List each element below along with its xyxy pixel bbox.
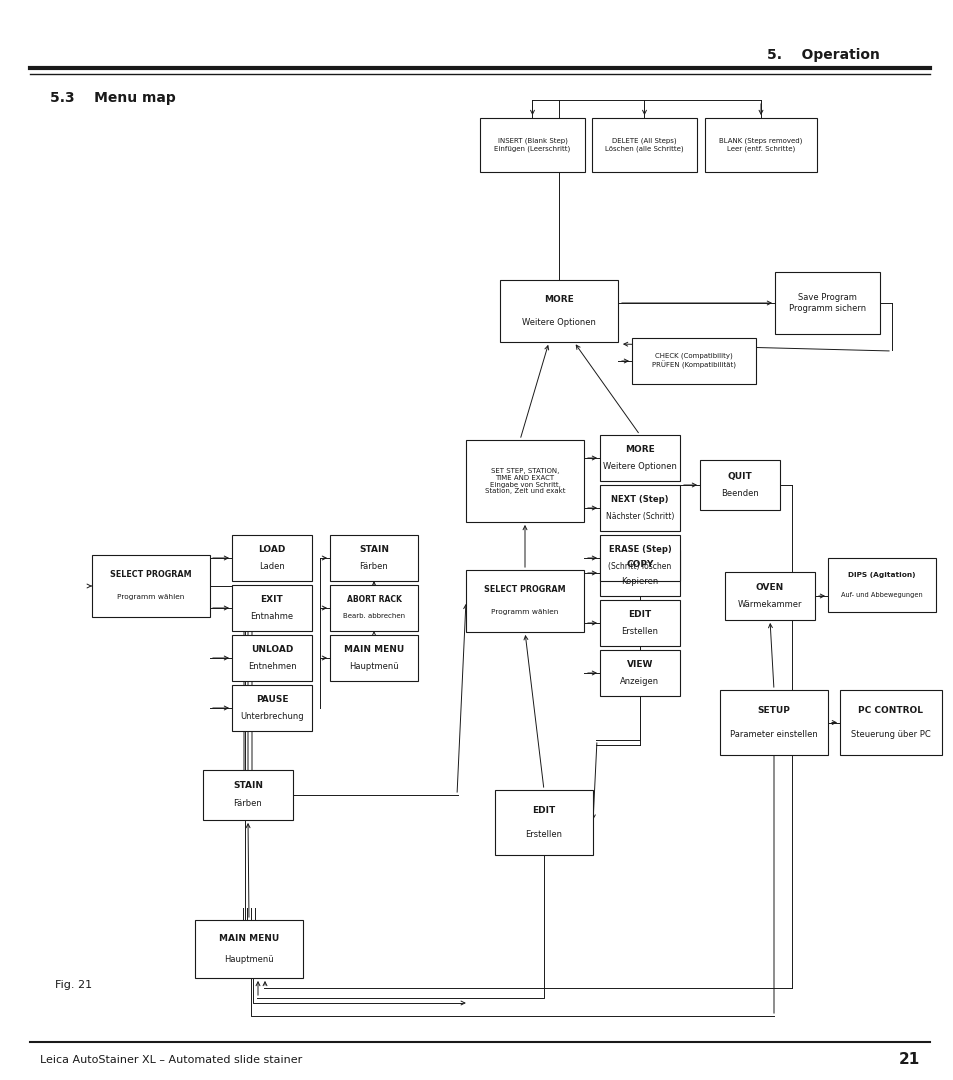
Bar (232, 585, 312, 631)
Text: Leica AutoStainer XL – Automated slide stainer: Leica AutoStainer XL – Automated slide s… (40, 1055, 302, 1065)
Text: Beenden: Beenden (720, 489, 758, 499)
Text: EDIT: EDIT (532, 807, 555, 815)
Text: ABORT RACK: ABORT RACK (346, 595, 401, 604)
Text: Fig. 21: Fig. 21 (55, 980, 92, 990)
Bar (599, 600, 679, 646)
Text: MORE: MORE (624, 445, 654, 455)
Bar (599, 535, 679, 581)
Text: VIEW: VIEW (626, 660, 653, 670)
Bar (495, 789, 593, 855)
Text: INSERT (Blank Step)
Einfügen (Leerschritt): INSERT (Blank Step) Einfügen (Leerschrit… (494, 138, 570, 152)
Text: Programm wählen: Programm wählen (491, 609, 558, 616)
Text: NEXT (Step): NEXT (Step) (611, 496, 668, 504)
Text: 21: 21 (898, 1053, 919, 1067)
Text: Laden: Laden (259, 562, 285, 570)
Bar (465, 440, 583, 522)
Text: SELECT PROGRAM: SELECT PROGRAM (111, 570, 192, 579)
Bar (724, 572, 814, 620)
Bar (232, 535, 312, 581)
Text: 5.3    Menu map: 5.3 Menu map (50, 91, 175, 105)
Bar (700, 460, 780, 510)
Text: Kopieren: Kopieren (620, 577, 658, 585)
Text: Nächster (Schritt): Nächster (Schritt) (605, 512, 674, 521)
Text: MAIN MENU: MAIN MENU (218, 934, 279, 943)
Bar (631, 338, 755, 384)
Text: ERASE (Step): ERASE (Step) (608, 545, 671, 554)
Bar (704, 118, 816, 172)
Text: Save Program
Programm sichern: Save Program Programm sichern (788, 294, 865, 313)
Text: DELETE (All Steps)
Löschen (alle Schritte): DELETE (All Steps) Löschen (alle Schritt… (604, 138, 683, 152)
Text: CHECK (Compatibility)
PRÜFEN (Kompatibilität): CHECK (Compatibility) PRÜFEN (Kompatibil… (651, 353, 735, 369)
Bar (91, 555, 210, 617)
Bar (330, 535, 417, 581)
Text: Unterbrechung: Unterbrechung (240, 712, 303, 720)
Text: SETUP: SETUP (757, 706, 790, 715)
Bar (599, 650, 679, 696)
Text: Bearb. abbrechen: Bearb. abbrechen (342, 613, 405, 619)
Text: DIPS (Agitation): DIPS (Agitation) (847, 572, 915, 578)
Bar (232, 635, 312, 681)
Text: PC CONTROL: PC CONTROL (858, 706, 923, 715)
Text: Steuerung über PC: Steuerung über PC (850, 730, 930, 739)
Text: MORE: MORE (543, 295, 574, 305)
Text: COPY: COPY (626, 561, 653, 569)
Bar (599, 435, 679, 481)
Text: Entnahme: Entnahme (251, 611, 294, 621)
Text: Erstellen: Erstellen (525, 829, 562, 839)
Text: 5.    Operation: 5. Operation (766, 48, 879, 62)
Text: STAIN: STAIN (358, 545, 389, 554)
Text: Färben: Färben (233, 799, 262, 809)
Text: Wärmekammer: Wärmekammer (737, 600, 801, 609)
Text: Entnehmen: Entnehmen (248, 662, 296, 671)
Bar (827, 558, 935, 612)
Text: SELECT PROGRAM: SELECT PROGRAM (484, 585, 565, 594)
Text: LOAD: LOAD (258, 545, 285, 554)
Bar (203, 770, 293, 820)
Bar (592, 118, 697, 172)
Text: PAUSE: PAUSE (255, 696, 288, 704)
Text: (Schritt) löschen: (Schritt) löschen (608, 562, 671, 570)
Bar (840, 690, 941, 755)
Text: Auf- und Abbewegungen: Auf- und Abbewegungen (841, 592, 922, 597)
Text: EXIT: EXIT (260, 595, 283, 604)
Text: Erstellen: Erstellen (620, 626, 658, 636)
Bar (465, 570, 583, 632)
Bar (599, 485, 679, 531)
Text: Hauptmenü: Hauptmenü (349, 662, 398, 671)
Text: MAIN MENU: MAIN MENU (343, 645, 404, 654)
Bar (499, 280, 618, 342)
Text: UNLOAD: UNLOAD (251, 645, 293, 654)
Text: Anzeigen: Anzeigen (619, 677, 659, 686)
Text: Programm wählen: Programm wählen (117, 594, 185, 600)
Text: Parameter einstellen: Parameter einstellen (729, 730, 817, 739)
Bar (720, 690, 827, 755)
Text: Färben: Färben (359, 562, 388, 570)
Text: Hauptmenü: Hauptmenü (224, 955, 274, 964)
Bar (194, 920, 303, 978)
Text: OVEN: OVEN (755, 583, 783, 592)
Bar (232, 685, 312, 731)
Text: SET STEP, STATION,
TIME AND EXACT
Eingabe von Schritt,
Station, Zeit und exakt: SET STEP, STATION, TIME AND EXACT Eingab… (484, 468, 565, 495)
Bar (330, 585, 417, 631)
Text: EDIT: EDIT (628, 610, 651, 619)
Text: STAIN: STAIN (233, 782, 263, 791)
Text: Weitere Optionen: Weitere Optionen (602, 462, 677, 471)
Text: QUIT: QUIT (727, 472, 752, 481)
Bar (599, 550, 679, 596)
Text: Weitere Optionen: Weitere Optionen (521, 318, 596, 326)
Bar (479, 118, 584, 172)
Bar (330, 635, 417, 681)
Bar (774, 272, 879, 334)
Text: BLANK (Steps removed)
Leer (entf. Schritte): BLANK (Steps removed) Leer (entf. Schrit… (719, 138, 801, 152)
